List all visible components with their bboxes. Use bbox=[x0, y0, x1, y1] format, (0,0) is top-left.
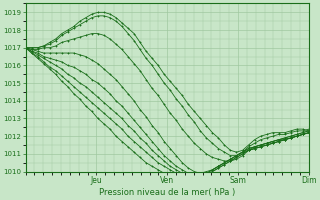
X-axis label: Pression niveau de la mer( hPa ): Pression niveau de la mer( hPa ) bbox=[99, 188, 235, 197]
